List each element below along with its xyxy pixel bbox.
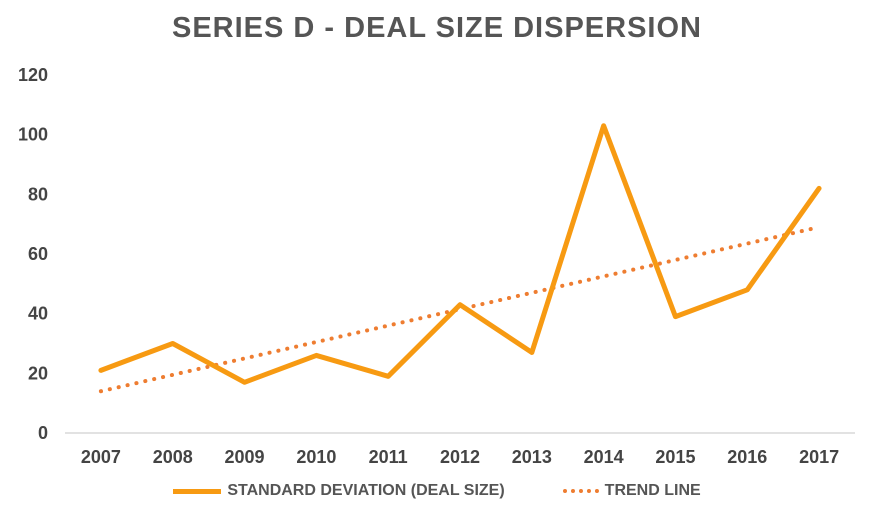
x-tick-label: 2014 <box>584 447 624 467</box>
x-tick-label: 2013 <box>512 447 552 467</box>
data-point-trend[interactable] <box>601 273 607 279</box>
chart-title: SERIES D - DEAL SIZE DISPERSION <box>171 12 702 44</box>
data-point-trend[interactable] <box>385 323 391 329</box>
legend: STANDARD DEVIATION (DEAL SIZE) TREND LIN… <box>0 482 874 500</box>
data-point-standard-deviation[interactable] <box>457 302 463 308</box>
data-point-trend[interactable] <box>744 241 750 247</box>
y-tick-label: 0 <box>38 423 48 443</box>
legend-swatch-solid <box>173 488 222 494</box>
data-point-trend[interactable] <box>170 372 176 378</box>
x-tick-label: 2007 <box>81 447 121 467</box>
y-axis-ticks: 0 20 40 60 80 100 120 <box>18 65 48 443</box>
legend-entry-standard-deviation[interactable]: STANDARD DEVIATION (DEAL SIZE) <box>173 482 505 500</box>
legend-entry-trend-line[interactable]: TREND LINE <box>562 482 701 500</box>
x-tick-label: 2016 <box>727 447 767 467</box>
data-point-standard-deviation[interactable] <box>744 287 750 293</box>
data-point-standard-deviation[interactable] <box>672 314 678 320</box>
y-tick-label: 20 <box>28 363 48 383</box>
series-layer <box>98 123 822 394</box>
data-point-standard-deviation[interactable] <box>242 379 248 385</box>
x-tick-label: 2008 <box>153 447 193 467</box>
data-point-standard-deviation[interactable] <box>170 341 176 347</box>
x-tick-label: 2009 <box>225 447 265 467</box>
data-point-standard-deviation[interactable] <box>385 373 391 379</box>
data-point-trend[interactable] <box>242 355 248 361</box>
data-point-standard-deviation[interactable] <box>313 352 319 358</box>
y-tick-label: 120 <box>18 65 48 85</box>
x-tick-label: 2011 <box>369 447 408 467</box>
x-axis-ticks: 2007 2008 2009 2010 2011 2012 2013 2014 2015 2016… <box>81 447 839 467</box>
legend-label-standard-deviation: STANDARD DEVIATION (DEAL SIZE) <box>227 482 505 499</box>
data-point-trend[interactable] <box>816 224 822 230</box>
y-tick-label: 100 <box>18 125 48 145</box>
y-tick-label: 40 <box>28 304 48 324</box>
data-point-standard-deviation[interactable] <box>816 185 822 191</box>
series-line-standard-deviation <box>98 123 822 385</box>
data-point-standard-deviation[interactable] <box>529 349 535 355</box>
y-tick-label: 80 <box>28 184 48 204</box>
data-point-standard-deviation[interactable] <box>98 367 104 373</box>
x-tick-label: 2017 <box>799 447 839 467</box>
x-tick-label: 2012 <box>440 447 480 467</box>
legend-label-trend-line: TREND LINE <box>604 482 701 499</box>
data-point-trend[interactable] <box>98 388 104 394</box>
x-tick-label: 2015 <box>655 447 695 467</box>
data-point-trend[interactable] <box>313 339 319 345</box>
y-tick-label: 60 <box>28 244 48 264</box>
data-point-trend[interactable] <box>529 290 535 296</box>
data-point-standard-deviation[interactable] <box>601 123 607 129</box>
legend-swatch-dotted <box>562 489 599 493</box>
x-tick-label: 2010 <box>296 447 336 467</box>
data-point-trend[interactable] <box>672 257 678 263</box>
